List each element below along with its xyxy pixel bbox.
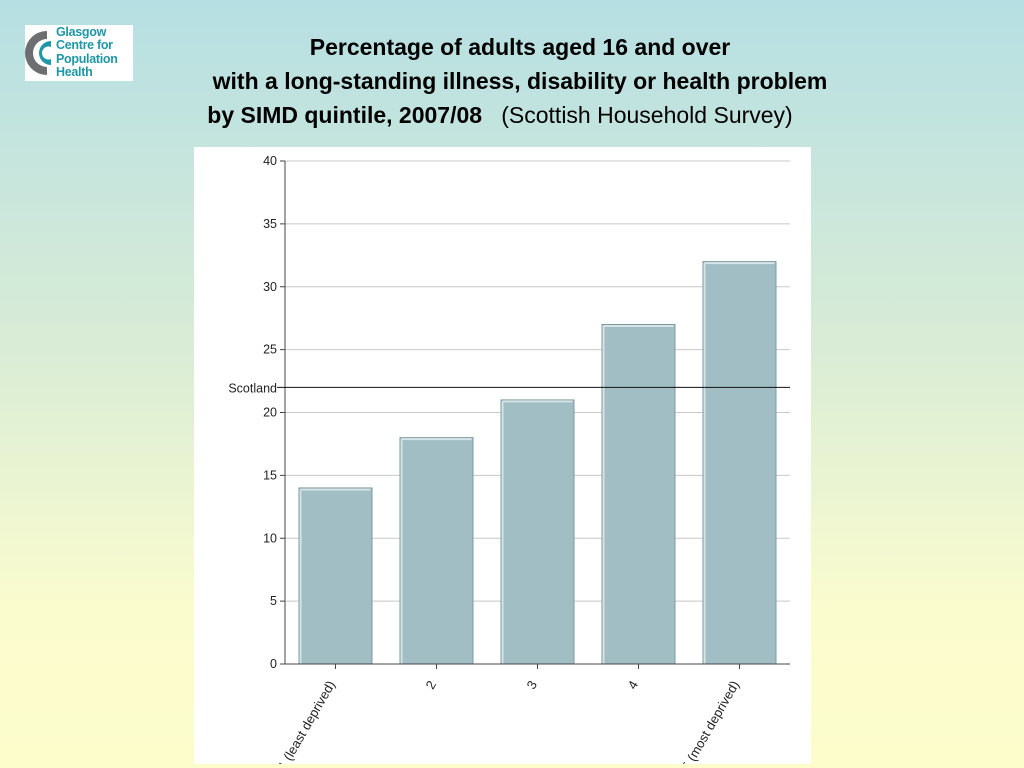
gcph-logo: Glasgow Centre for Population Health <box>25 25 133 81</box>
title-line-3-main: by SIMD quintile, 2007/08 <box>207 102 483 128</box>
title-source: (Scottish Household Survey) <box>501 102 793 128</box>
slide-title: Percentage of adults aged 16 and over wi… <box>120 30 920 132</box>
y-tick-label: 35 <box>263 217 277 231</box>
y-tick-label: 15 <box>263 468 277 482</box>
y-tick-label: 40 <box>263 154 277 168</box>
chart-panel: 0 5 10 15 20 25 30 35 40 1 (least deprived) 2 3 4 5 (… <box>194 147 811 764</box>
bar <box>702 261 777 665</box>
y-tick-label: 5 <box>270 594 277 608</box>
y-tick-label: 25 <box>263 343 277 357</box>
logo-emblem-icon <box>25 31 51 75</box>
x-tick-label: 5 (most deprived) <box>679 678 743 764</box>
scotland-reference-label: Scotland <box>228 381 277 395</box>
bar <box>298 487 373 665</box>
x-tick-label: 3 <box>523 678 540 692</box>
y-tick-label: 20 <box>263 406 277 420</box>
logo-line-1: Glasgow <box>56 25 106 39</box>
title-line-2: with a long-standing illness, disability… <box>212 68 828 94</box>
logo-line-4: Health <box>56 64 93 79</box>
x-tick-label: 1 (least deprived) <box>275 678 338 764</box>
bar-chart: 0 5 10 15 20 25 30 35 40 1 (least deprived) 2 3 4 5 (… <box>228 154 790 764</box>
logo-line-2: Centre for <box>56 38 113 53</box>
bar <box>399 437 474 665</box>
title-line-1: Percentage of adults aged 16 and over <box>309 34 731 60</box>
y-tick-label: 10 <box>263 531 277 545</box>
logo-line-3: Population <box>56 51 118 66</box>
bar <box>500 399 575 665</box>
y-tick-label: 30 <box>263 280 277 294</box>
title-line-3: by SIMD quintile, 2007/08 (Scottish Hous… <box>100 98 900 132</box>
x-tick-label: 2 <box>422 678 439 692</box>
x-tick-label: 4 <box>624 678 641 692</box>
y-tick-label: 0 <box>270 657 277 671</box>
bar <box>601 323 676 665</box>
logo-wordmark: Glasgow Centre for Population Health <box>56 25 133 79</box>
